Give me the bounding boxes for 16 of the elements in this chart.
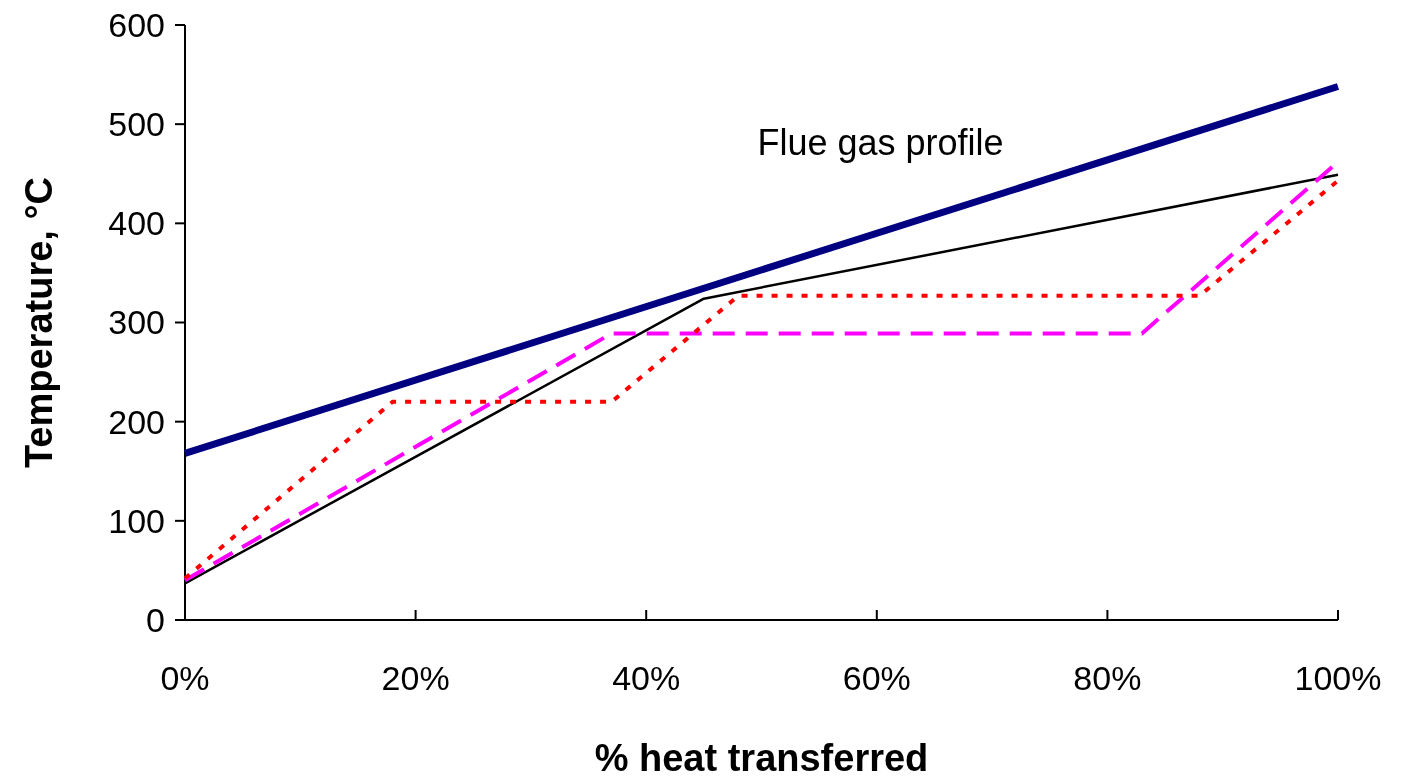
x-tick-label: 80% (1073, 659, 1142, 697)
x-tick-label: 100% (1294, 659, 1382, 697)
y-tick-label: 500 (108, 105, 165, 144)
y-tick-label: 200 (108, 402, 165, 441)
series-label: Flue gas profile (757, 121, 1004, 163)
x-tick-label: 0% (160, 659, 210, 697)
x-axis-title: % heat transferred (594, 737, 929, 779)
x-tick-label: 40% (612, 659, 681, 697)
y-tick-label: 300 (108, 303, 165, 342)
y-tick-label: 600 (108, 5, 165, 44)
y-tick-label: 100 (108, 501, 165, 540)
y-axis-title: Temperature, °C (18, 176, 60, 469)
x-tick-label: 20% (381, 659, 450, 697)
x-tick-label: 60% (842, 659, 911, 697)
y-tick-label: 400 (108, 204, 165, 243)
y-tick-label: 0 (146, 600, 165, 639)
